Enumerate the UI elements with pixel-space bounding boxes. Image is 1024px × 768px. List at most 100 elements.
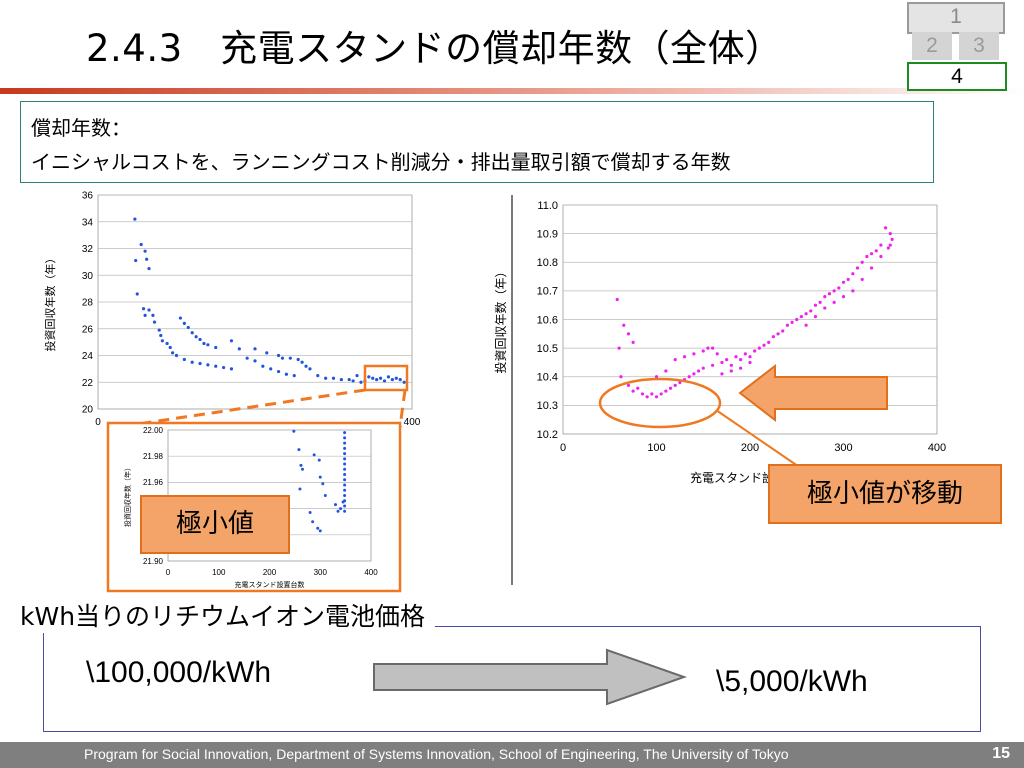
right-chart-data-point xyxy=(664,369,668,373)
definition-body: イニシャルコストを、ランニングコスト削減分・排出量取引額で償却する年数 xyxy=(31,150,731,174)
left-chart-data-point xyxy=(261,364,265,368)
inset-chart-data-point xyxy=(300,467,304,471)
right-chart-data-point xyxy=(823,295,827,299)
right-chart-xtick-label: 300 xyxy=(834,442,852,454)
left-chart-data-point xyxy=(375,377,379,382)
right-chart-data-point xyxy=(879,254,883,259)
left-chart-ytick-label: 28 xyxy=(82,298,94,309)
right-chart-data-point xyxy=(692,352,696,356)
inset-chart-data-point xyxy=(316,526,320,530)
left-chart-data-point xyxy=(347,377,351,382)
right-chart-data-point xyxy=(654,395,659,399)
inset-chart-data-point xyxy=(343,509,347,513)
left-chart-data-point xyxy=(265,351,269,355)
inset-chart-data-point xyxy=(343,478,347,482)
left-chart-xtick-label: 0 xyxy=(95,417,101,428)
left-chart-data-point xyxy=(214,345,218,350)
right-chart-data-point xyxy=(659,392,663,396)
right-chart-data-point xyxy=(799,315,804,319)
inset-chart-ytick-label: 22.00 xyxy=(143,426,164,435)
left-chart-data-point xyxy=(296,357,300,362)
price-from: \100,000/kWh xyxy=(86,656,272,689)
definition-box: 償却年数： イニシャルコストを、ランニングコスト削減分・排出量取引額で償却する年… xyxy=(20,101,934,183)
callout-minimum: 極小値 xyxy=(140,495,290,554)
right-chart-data-point xyxy=(636,386,640,390)
inset-chart-data-point xyxy=(312,453,316,457)
right-scatter-chart: 10.2 10.3 10.4 10.5 10.6 10.7 10.8 10.9 11.0 0 100… xyxy=(493,200,946,485)
left-chart-data-point xyxy=(359,380,363,384)
right-chart-ytick-label: 10.4 xyxy=(537,372,558,384)
inset-chart-data-point xyxy=(297,448,301,452)
left-chart-data-point xyxy=(143,313,147,317)
left-chart-data-point xyxy=(198,361,202,366)
right-chart-data-point xyxy=(818,300,822,304)
right-chart-data-point xyxy=(706,346,710,350)
right-chart-data-point xyxy=(846,277,850,282)
right-chart-ytick-label: 10.6 xyxy=(537,314,558,326)
right-chart-data-point xyxy=(888,232,892,236)
right-chart-data-point xyxy=(650,392,654,396)
right-chart-y-axis-label: 投資回収年数（年） xyxy=(493,265,508,373)
right-chart-xtick-label: 400 xyxy=(928,442,946,454)
left-chart-data-point xyxy=(355,373,359,378)
nav-page-1[interactable]: 1 xyxy=(907,2,1005,34)
right-chart-ytick-label: 10.2 xyxy=(537,429,558,441)
right-chart-data-point xyxy=(883,226,888,230)
left-chart-data-point xyxy=(367,375,371,379)
right-chart-data-point xyxy=(776,332,780,336)
right-chart-data-point xyxy=(687,375,691,379)
inset-chart-data-point xyxy=(343,446,347,450)
inset-chart-xtick-label: 300 xyxy=(314,568,328,577)
right-chart-data-point xyxy=(622,323,626,327)
right-chart-data-point xyxy=(855,266,860,270)
left-chart-data-point xyxy=(133,217,137,221)
right-chart-data-point xyxy=(753,349,757,353)
right-chart-data-point xyxy=(692,372,696,376)
left-chart-data-point xyxy=(190,331,194,335)
right-chart-ytick-label: 10.7 xyxy=(537,286,558,298)
left-chart-data-point xyxy=(379,376,383,380)
inset-chart-data-point xyxy=(343,452,347,456)
left-chart-data-point xyxy=(300,360,304,364)
right-chart-data-point xyxy=(631,340,635,344)
nav-page-3[interactable]: 3 xyxy=(959,32,999,60)
left-chart-data-point xyxy=(245,356,249,360)
right-chart-ytick-label: 10.3 xyxy=(537,400,558,412)
left-chart-data-point xyxy=(269,367,273,371)
left-chart-data-point xyxy=(237,347,241,351)
inset-chart-data-point xyxy=(343,462,347,466)
inset-chart-data-point xyxy=(311,520,315,524)
right-chart-data-point xyxy=(851,272,855,276)
left-chart-data-point xyxy=(339,377,343,382)
right-chart-data-point xyxy=(869,266,874,270)
right-chart-data-point xyxy=(640,392,645,396)
right-chart-data-point xyxy=(869,252,874,256)
left-chart-data-point xyxy=(382,379,387,383)
right-chart-data-point xyxy=(767,340,771,344)
left-chart-data-point xyxy=(139,242,143,247)
right-chart-xtick-label: 100 xyxy=(647,442,665,454)
right-chart-data-point xyxy=(743,352,747,356)
inset-chart-xtick-label: 200 xyxy=(263,568,277,577)
left-chart-data-point xyxy=(214,364,218,368)
right-chart-data-point xyxy=(804,312,808,316)
inset-chart-data-point xyxy=(343,504,347,508)
right-chart-data-point xyxy=(654,375,659,379)
zoom-highlight-box xyxy=(363,364,409,392)
inset-chart-data-point xyxy=(343,457,347,461)
right-chart-data-point xyxy=(888,243,892,247)
left-chart-data-point xyxy=(160,339,164,343)
nav-page-4-current[interactable]: 4 xyxy=(907,62,1007,91)
left-chart-data-point xyxy=(165,341,169,346)
footer-bar: Program for Social Innovation, Departmen… xyxy=(0,742,1024,768)
right-chart-data-point xyxy=(673,357,677,362)
left-chart-data-point xyxy=(159,333,163,338)
right-chart-data-point xyxy=(860,260,864,264)
left-chart-data-point xyxy=(151,313,155,317)
right-chart-data-point xyxy=(729,363,733,367)
nav-page-2[interactable]: 2 xyxy=(912,32,952,60)
left-chart-ytick-label: 20 xyxy=(82,405,94,416)
left-chart-data-point xyxy=(143,249,147,253)
right-chart-data-point xyxy=(739,366,743,370)
price-to: \5,000/kWh xyxy=(716,665,868,698)
